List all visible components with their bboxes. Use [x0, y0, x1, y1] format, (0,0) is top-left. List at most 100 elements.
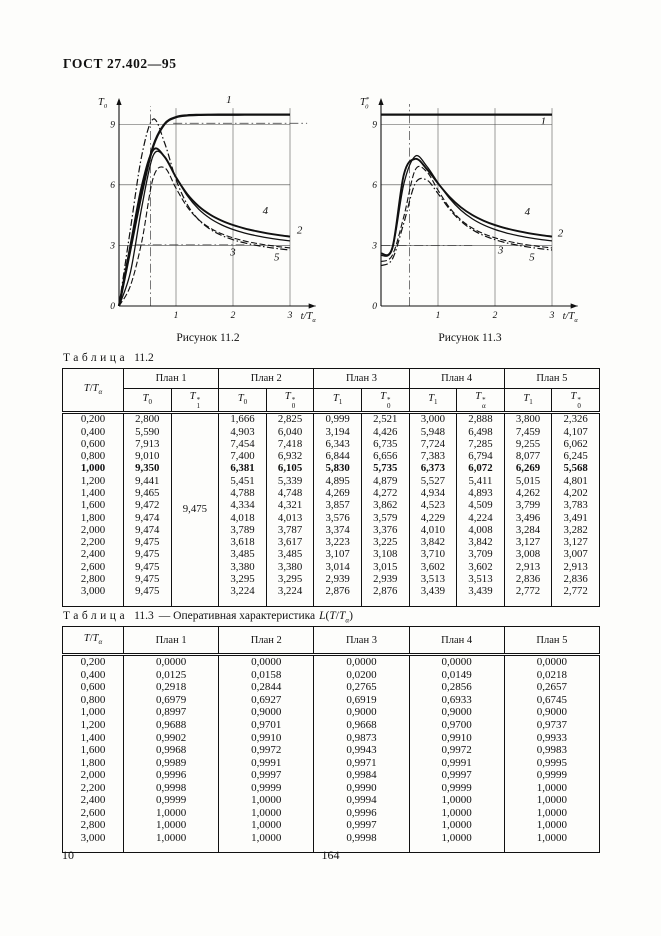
- table-cell: 9,475: [123, 548, 172, 562]
- table-row: 1,400 9,465 4,788 4,748 4,269 4,272 4,934 4,893…: [62, 487, 600, 501]
- table-cell: 6,794: [456, 450, 505, 464]
- table-cell: 0,0000: [218, 654, 315, 669]
- table-cell: 0,200: [62, 654, 124, 669]
- table-cell: 2,326: [551, 412, 600, 427]
- table-cell: 1,000: [62, 462, 124, 476]
- table-cell: 9,474: [123, 524, 172, 537]
- table-row: 1,600 0,9968 0,9972 0,9943 0,9972 0,9983: [62, 743, 601, 757]
- svg-text:2: 2: [231, 311, 236, 321]
- svg-text:0: 0: [372, 302, 377, 312]
- table-cell: 7,400: [218, 450, 267, 464]
- table-cell: 3,857: [313, 499, 362, 513]
- table-cell: 0,0200: [313, 668, 410, 682]
- svg-text:3: 3: [371, 241, 377, 251]
- table-cell: 4,895: [313, 475, 362, 488]
- table-cell: 9,475: [123, 573, 172, 587]
- table-cell: 6,381: [218, 462, 267, 476]
- svg-text:3: 3: [109, 241, 115, 251]
- table-cell: 3,000: [408, 412, 458, 427]
- table-cell: 3,194: [313, 426, 362, 439]
- table-cell: 2,600: [62, 806, 124, 820]
- table-number: 11.2: [134, 352, 154, 364]
- table-cell: 5,568: [551, 462, 600, 476]
- table-cell: 6,373: [408, 462, 458, 476]
- table-cell: 1,0000: [122, 806, 220, 820]
- table-cell: 5,339: [265, 475, 315, 488]
- column-subheader-t0-star: T * 0: [360, 388, 410, 414]
- table-subheader-row: T0 T * 1 T0 T * 0 T1 T * 0 T1 T * α T1 T * 0: [63, 388, 600, 414]
- table-cell: 3,783: [551, 499, 600, 513]
- table-cell: 5,948: [408, 426, 458, 439]
- table-cell: 1,400: [62, 487, 124, 501]
- table-cell: 3,000: [62, 831, 124, 853]
- table-row: 2,400 0,9999 1,0000 0,9994 1,0000 1,0000: [62, 794, 601, 807]
- table-cell: 4,018: [218, 512, 267, 525]
- column-subheader-t1-star: T * 1: [170, 388, 220, 414]
- table-cell: 2,888: [456, 412, 505, 427]
- table-cell: 3,284: [503, 524, 553, 537]
- table-cell: 0,9972: [218, 743, 315, 757]
- table-cell: 4,224: [456, 512, 505, 525]
- table-cell: 3,842: [456, 536, 505, 550]
- table-cell: 9,010: [123, 450, 172, 464]
- table-cell: 0,9996: [313, 806, 410, 820]
- table-cell: 4,202: [551, 487, 600, 501]
- table-cell: 3,800: [503, 412, 553, 427]
- curve-label-1: 1: [541, 115, 547, 127]
- curve-4: [380, 157, 553, 257]
- table-cell: 3,127: [503, 536, 553, 550]
- table-cell: 0,9984: [313, 768, 410, 782]
- table-cell: 1,0000: [122, 819, 220, 832]
- table-cell: 1,0000: [503, 831, 601, 853]
- curve-2: [380, 154, 553, 257]
- table-cell: 8,077: [503, 450, 553, 464]
- column-header-plan-5: План 5: [503, 626, 601, 656]
- table-cell: 3,513: [408, 573, 458, 587]
- table-cell: 0,9000: [218, 706, 315, 719]
- table-cell: 3,787: [265, 524, 315, 537]
- table-cell: 0,800: [62, 693, 124, 707]
- table-cell: 4,509: [456, 499, 505, 513]
- table-cell: 5,411: [456, 475, 505, 488]
- table-row: 3,000 9,475 3,224 3,224 2,876 2,876 3,439 3,439…: [62, 585, 600, 607]
- curve-5: [380, 177, 553, 267]
- table-cell: 3,374: [313, 524, 362, 537]
- table-cell: 3,000: [62, 585, 124, 607]
- column-subheader-t0-star: T * 0: [265, 388, 315, 414]
- table-cell: 0,9990: [313, 781, 410, 795]
- table-cell: 3,576: [313, 512, 362, 525]
- table-cell: 0,0000: [122, 654, 220, 669]
- table-cell: 0,9910: [408, 731, 505, 744]
- table-cell: 0,0149: [408, 668, 505, 682]
- table-cell: 3,485: [265, 548, 315, 562]
- table-cell: 6,062: [551, 438, 600, 451]
- table-cell: 0,999: [313, 412, 362, 427]
- table-label-word: Таблица: [63, 352, 129, 364]
- table-cell: 4,262: [503, 487, 553, 501]
- table-row: 2,000 0,9996 0,9997 0,9984 0,9997 0,9999: [62, 768, 601, 782]
- table-cell: 0,8997: [122, 706, 220, 719]
- table-cell: 0,9933: [503, 731, 601, 744]
- table-cell: 0,9996: [122, 768, 220, 782]
- svg-text:9: 9: [372, 120, 377, 130]
- table-cell: 0,0000: [503, 654, 601, 669]
- curve-label-2: 2: [558, 227, 564, 239]
- table-row: 0,600 7,913 7,454 7,418 6,343 6,735 7,724 7,285…: [62, 438, 600, 451]
- column-header-plan-1: План 1: [122, 368, 220, 389]
- table-cell: 3,579: [360, 512, 410, 525]
- table-cell: 3,380: [218, 561, 267, 574]
- table-cell: 0,9701: [218, 718, 315, 732]
- table-cell: 1,600: [62, 743, 124, 757]
- svg-text:1: 1: [436, 311, 441, 321]
- table-cell: 5,015: [503, 475, 553, 488]
- column-subheader-t0: T0: [123, 388, 172, 414]
- table-cell: 3,439: [456, 585, 505, 607]
- table-cell: 0,9972: [408, 743, 505, 757]
- table-cell: 0,200: [62, 412, 124, 427]
- table-cell: 4,272: [360, 487, 410, 501]
- table-cell: 3,496: [503, 512, 553, 525]
- table-cell: 4,893: [456, 487, 505, 501]
- column-header-t-over-ta: T/Tα: [62, 368, 124, 414]
